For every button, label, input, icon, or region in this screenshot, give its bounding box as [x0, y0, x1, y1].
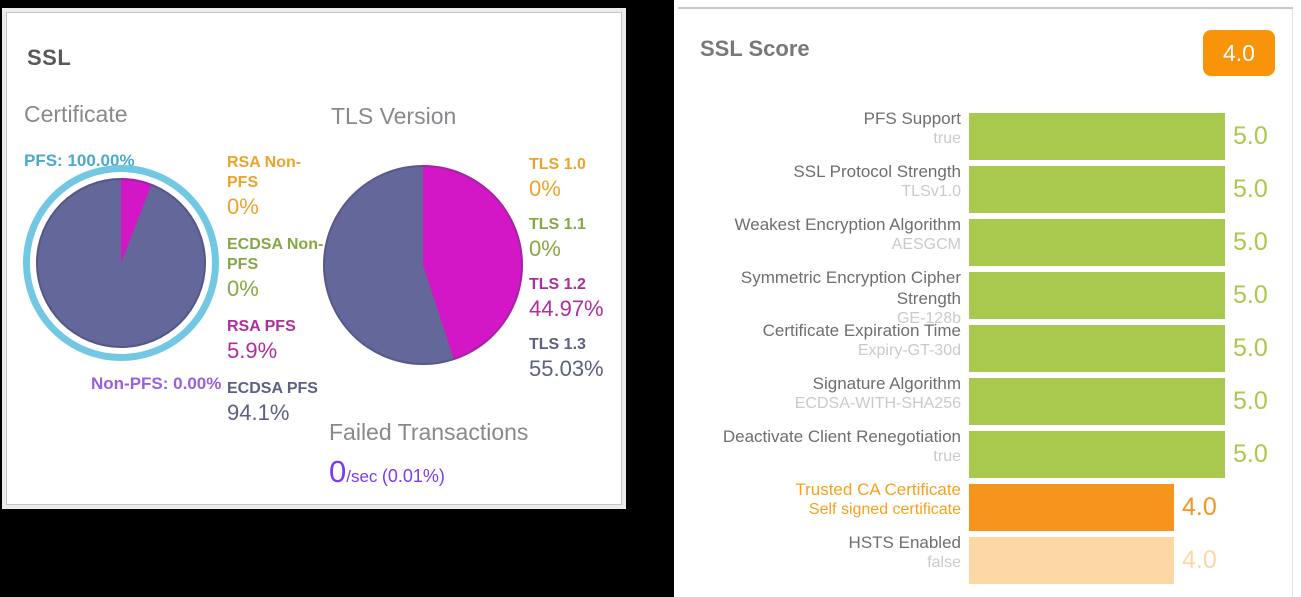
score-bar[interactable]: [969, 431, 1225, 478]
score-row-ssl-protocol-strength: SSL Protocol Strength TLSv1.0 5.0: [674, 162, 1301, 213]
score-row-sublabel: GE-128b: [896, 310, 961, 327]
legend-item-tls-1-2[interactable]: TLS 1.2 44.97%: [529, 275, 621, 322]
legend-item-tls-1-3[interactable]: TLS 1.3 55.03%: [529, 335, 621, 382]
ssl-panel: SSL Certificate PFS: 100.00% Non-PFS: 0.…: [6, 12, 622, 505]
score-value: 5.0: [1233, 281, 1268, 309]
certificate-legend: RSA Non-PFS 0% ECDSA Non-PFS 0% RSA PFS …: [227, 153, 327, 441]
score-value: 5.0: [1233, 334, 1268, 362]
legend-label: RSA Non-PFS: [227, 154, 302, 191]
failed-transactions-value: 0/sec (0.01%): [329, 454, 528, 490]
score-row-sublabel: true: [933, 130, 961, 147]
legend-label: ECDSA PFS: [227, 380, 318, 397]
ssl-score-panel: SSL Score 4.0 PFS Support true 5.0 SSL Pr…: [674, 0, 1301, 597]
score-bar[interactable]: [969, 219, 1225, 266]
legend-value: 5.9%: [227, 338, 278, 363]
score-value: 4.0: [1182, 493, 1217, 521]
score-value: 5.0: [1233, 122, 1268, 150]
score-bar[interactable]: [969, 166, 1225, 213]
score-row-label: HSTS Enabled: [848, 533, 961, 552]
legend-label: ECDSA Non-PFS: [227, 236, 324, 273]
score-value: 4.0: [1182, 546, 1217, 574]
score-row-trusted-ca-certificate: Trusted CA Certificate Self signed certif…: [674, 480, 1301, 531]
legend-item-ecdsa-pfs[interactable]: ECDSA PFS 94.1%: [227, 379, 327, 426]
tls-version-pie-chart[interactable]: [323, 165, 523, 365]
legend-value: 0%: [227, 194, 259, 219]
legend-item-rsa-pfs[interactable]: RSA PFS 5.9%: [227, 317, 327, 364]
legend-item-rsa-non-pfs[interactable]: RSA Non-PFS 0%: [227, 153, 327, 220]
score-row-sublabel: Expiry-GT-30d: [857, 342, 961, 359]
legend-label: TLS 1.2: [529, 276, 586, 293]
score-row-label: PFS Support: [863, 109, 961, 128]
failed-transactions-title: Failed Transactions: [329, 419, 529, 445]
tls-version-section-title: TLS Version: [331, 103, 457, 129]
score-row-signature-algorithm: Signature Algorithm ECDSA-WITH-SHA256 5.0: [674, 374, 1301, 425]
score-bar[interactable]: [969, 537, 1174, 584]
failed-transactions-unit: /sec: [346, 467, 378, 486]
score-row-label: Trusted CA Certificate: [795, 480, 961, 499]
legend-value: 94.1%: [227, 400, 290, 425]
score-bar[interactable]: [969, 378, 1225, 425]
certificate-section-title: Certificate: [24, 101, 128, 127]
score-row-label: Weakest Encryption Algorithm: [734, 215, 961, 234]
score-bar[interactable]: [969, 325, 1225, 372]
tls-version-legend: TLS 1.0 0% TLS 1.1 0% TLS 1.2 44.97% TLS…: [529, 155, 621, 395]
legend-label: TLS 1.0: [529, 156, 586, 173]
score-row-sublabel: ECDSA-WITH-SHA256: [794, 395, 961, 412]
legend-value: 55.03%: [529, 356, 604, 381]
failed-transactions-percent: (0.01%): [381, 466, 445, 486]
score-row-label: SSL Protocol Strength: [793, 162, 961, 181]
legend-value: 44.97%: [529, 296, 604, 321]
certificate-pie-chart[interactable]: [36, 178, 206, 348]
legend-value: 0%: [227, 276, 259, 301]
score-row-sublabel: true: [933, 448, 961, 465]
score-row-pfs-support: PFS Support true 5.0: [674, 109, 1301, 160]
score-row-symmetric-encryption-cipher-strength: Symmetric Encryption Cipher Strength GE-1…: [674, 268, 1301, 327]
score-value: 5.0: [1233, 175, 1268, 203]
score-row-sublabel: false: [927, 554, 961, 571]
legend-label: TLS 1.1: [529, 216, 586, 233]
ssl-panel-title: SSL: [27, 45, 72, 70]
score-row-deactivate-client-renegotiation: Deactivate Client Renegotiation true 5.0: [674, 427, 1301, 478]
ssl-score-badge[interactable]: 4.0: [1203, 30, 1275, 76]
score-row-label: Symmetric Encryption Cipher Strength: [740, 268, 961, 308]
score-row-label: Deactivate Client Renegotiation: [722, 427, 961, 446]
score-row-sublabel: AESGCM: [891, 236, 961, 253]
legend-item-tls-1-0[interactable]: TLS 1.0 0%: [529, 155, 621, 202]
certificate-pfs-ring[interactable]: [23, 165, 219, 361]
score-bar[interactable]: [969, 113, 1225, 160]
score-value: 5.0: [1233, 228, 1268, 256]
non-pfs-ring-label: Non-PFS: 0.00%: [91, 374, 222, 393]
failed-transactions-block: Failed Transactions 0/sec (0.01%): [329, 419, 528, 490]
score-row-sublabel: TLSv1.0: [901, 183, 961, 200]
score-row-label: Certificate Expiration Time: [762, 321, 961, 340]
ssl-score-bar-chart: PFS Support true 5.0 SSL Protocol Strengt…: [674, 109, 1301, 590]
score-row-hsts-enabled: HSTS Enabled false 4.0: [674, 533, 1301, 584]
score-row-label: Signature Algorithm: [812, 374, 961, 393]
score-row-certificate-expiration-time: Certificate Expiration Time Expiry-GT-30d…: [674, 321, 1301, 372]
legend-item-tls-1-1[interactable]: TLS 1.1 0%: [529, 215, 621, 262]
legend-label: RSA PFS: [227, 318, 296, 335]
ssl-score-title: SSL Score: [700, 36, 810, 61]
score-value: 5.0: [1233, 387, 1268, 415]
score-row-sublabel: Self signed certificate: [808, 501, 961, 518]
failed-transactions-number: 0: [329, 454, 347, 489]
score-row-weakest-encryption-algorithm: Weakest Encryption Algorithm AESGCM 5.0: [674, 215, 1301, 266]
score-bar[interactable]: [969, 484, 1174, 531]
legend-value: 0%: [529, 236, 561, 261]
panel-right-divider: [1292, 9, 1293, 597]
score-value: 5.0: [1233, 440, 1268, 468]
legend-item-ecdsa-non-pfs[interactable]: ECDSA Non-PFS 0%: [227, 235, 327, 302]
panel-top-divider: [678, 7, 1293, 9]
score-bar[interactable]: [969, 272, 1225, 319]
legend-value: 0%: [529, 176, 561, 201]
legend-label: TLS 1.3: [529, 336, 586, 353]
